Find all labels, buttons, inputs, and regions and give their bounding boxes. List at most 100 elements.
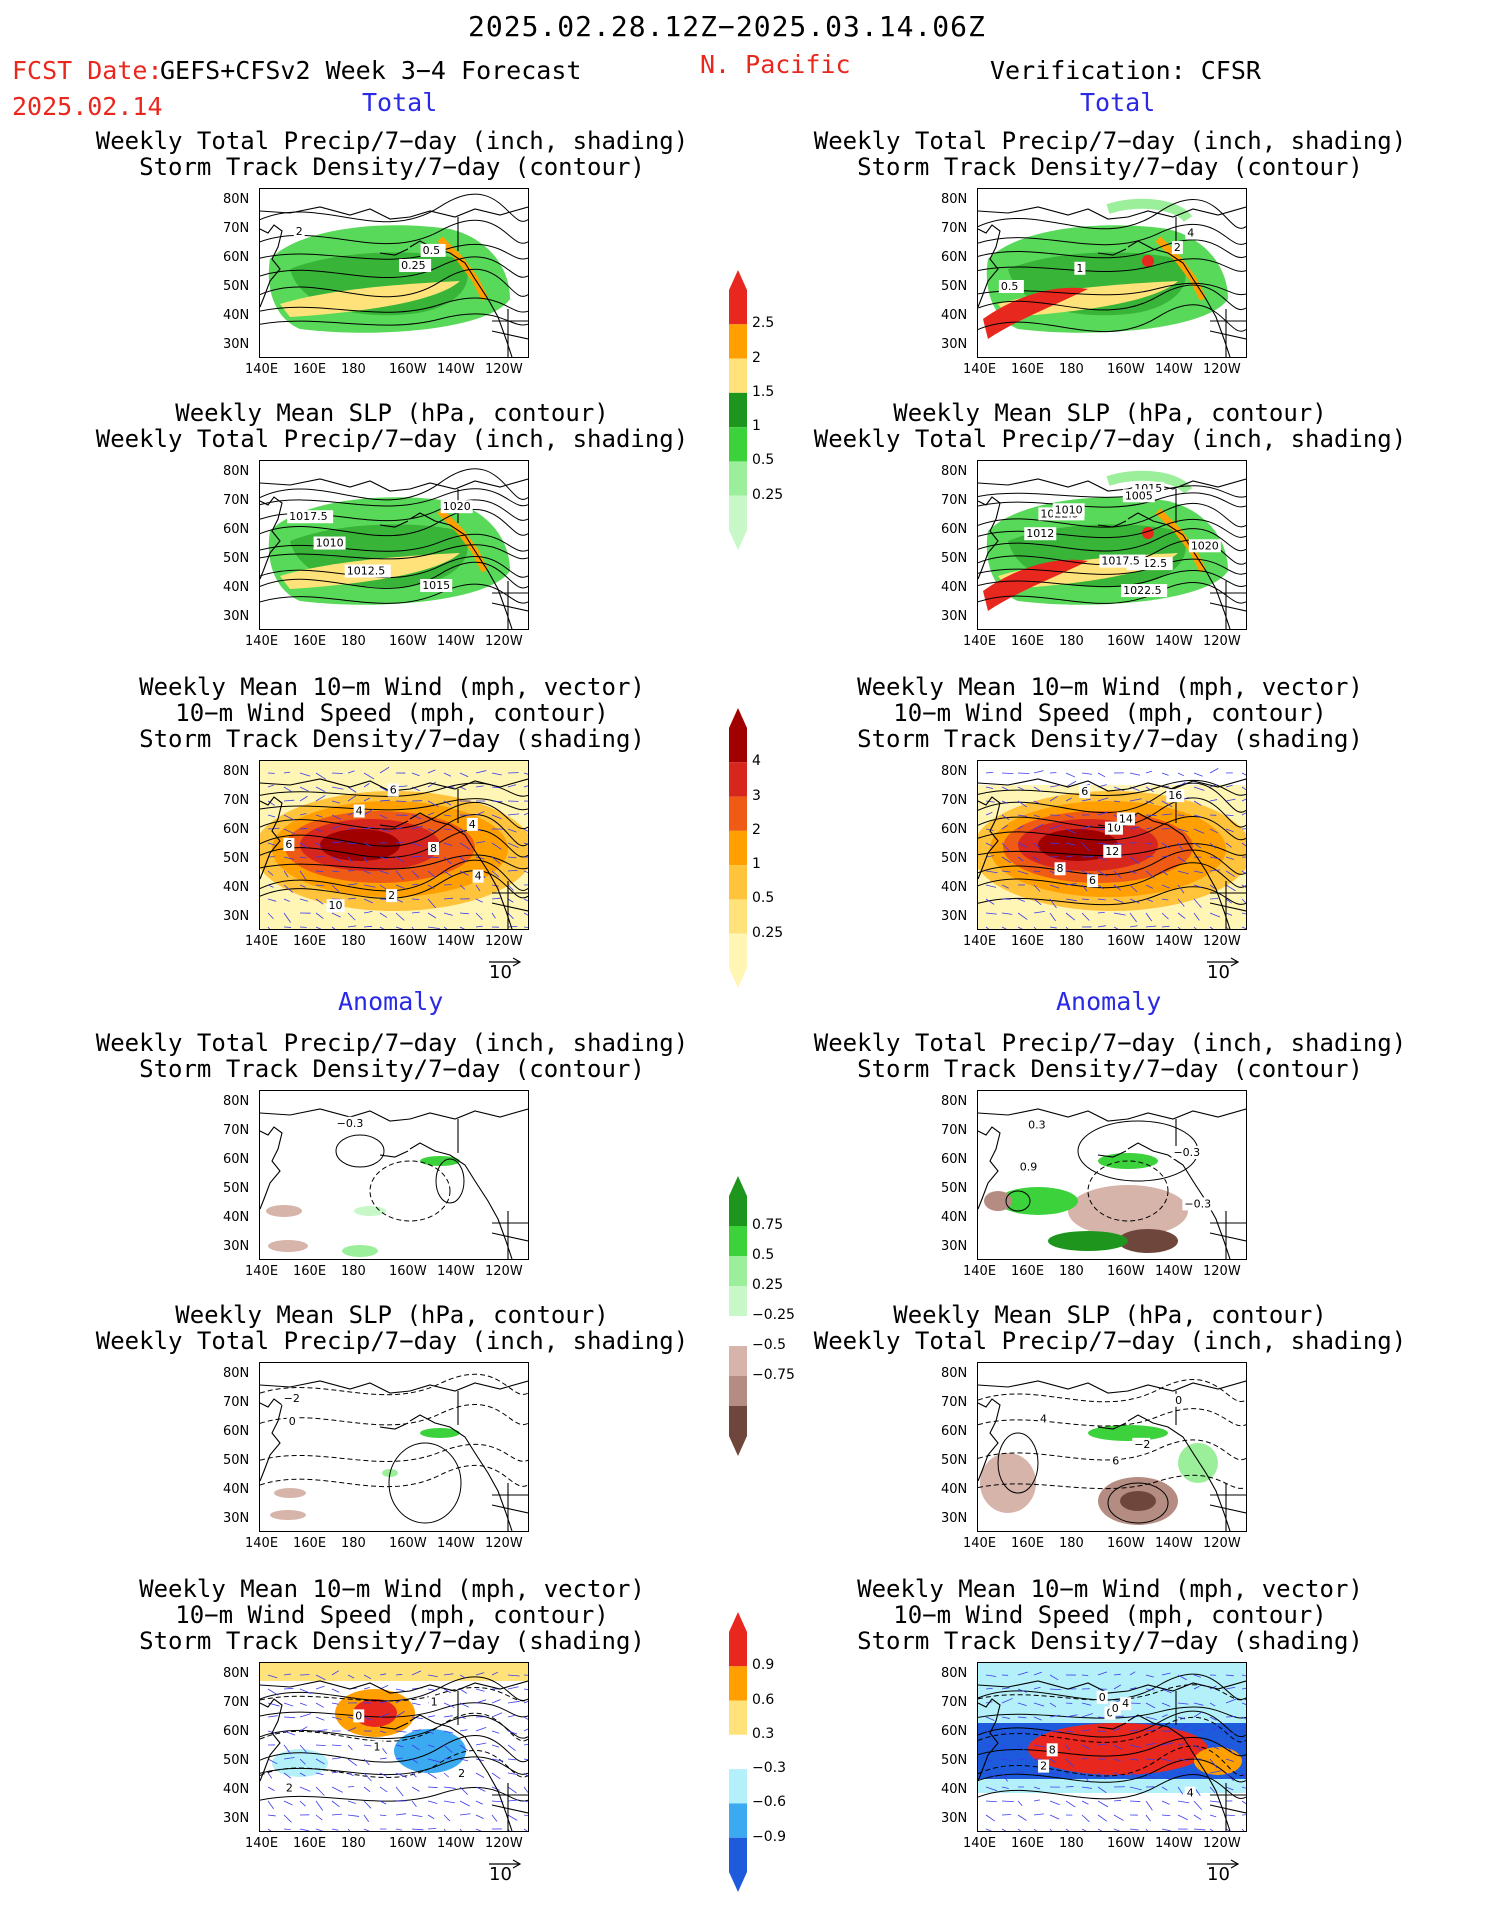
contour-label: −2 [284, 1392, 300, 1405]
lat-tick-label: 30N [941, 337, 968, 352]
lat-tick-label: 60N [223, 1724, 250, 1739]
lat-tick-label: 70N [941, 493, 968, 508]
lat-tick-label: 80N [223, 192, 250, 207]
panel-title: Weekly Total Precip/7−day (inch, shading… [82, 1030, 702, 1082]
contour-label: 1022.5 [1123, 584, 1162, 597]
map-panel-fcst-aprecip: −0.3 [259, 1090, 529, 1260]
panel-title: Weekly Mean SLP (hPa, contour) Weekly Tot… [800, 1302, 1420, 1354]
contour-cells [1087, 1160, 1169, 1222]
vector-reference-label: 10 [489, 962, 512, 983]
lon-tick-label: 180 [341, 1536, 366, 1551]
lon-tick-label: 160W [389, 1836, 427, 1851]
lon-tick-label: 140W [437, 362, 475, 377]
section-anomaly-right: Anomaly [1056, 987, 1162, 1016]
contour-label: 12 [1105, 845, 1119, 858]
lat-tick-label: 40N [223, 1782, 250, 1797]
contour-label: −0.3 [337, 1117, 364, 1130]
lon-tick-label: 120W [485, 1536, 523, 1551]
panel-title-line: Storm Track Density/7−day (contour) [139, 1055, 645, 1083]
panel-title-line: Weekly Total Precip/7−day (inch, shading… [813, 1029, 1407, 1057]
coastline [978, 206, 1246, 357]
contour-cells [997, 1432, 1169, 1524]
lat-tick-label: 80N [223, 464, 250, 479]
lat-tick-label: 80N [941, 764, 968, 779]
lon-tick-label: 140W [437, 1836, 475, 1851]
lat-tick-label: 60N [223, 250, 250, 265]
lon-tick-label: 140W [1155, 362, 1193, 377]
contour-labels: 4082400 [1038, 1690, 1196, 1800]
colorbar-tick-label: 0.9 [752, 1657, 775, 1674]
lon-tick-label: 180 [1059, 1264, 1084, 1279]
contour-label: 1012 [1026, 527, 1054, 540]
lat-tick-label: 60N [223, 1424, 250, 1439]
lon-tick-label: 120W [1203, 1836, 1241, 1851]
lat-tick-label: 50N [941, 551, 968, 566]
contour-lines [260, 1373, 528, 1488]
colorbar-segment [729, 1769, 747, 1804]
contour-label: 1020 [1191, 539, 1219, 552]
lon-tick-label: 160W [389, 634, 427, 649]
lat-tick-label: 60N [941, 522, 968, 537]
fcst-product-label: GEFS+CFSv2 Week 3−4 Forecast [160, 56, 582, 85]
contour-lines [978, 1379, 1246, 1490]
panel-title-line: Weekly Mean SLP (hPa, contour) [175, 399, 609, 427]
lat-tick-label: 30N [941, 909, 968, 924]
colorbar-bottom-arrow [729, 1872, 747, 1892]
precip-anomaly-shading [980, 1425, 1218, 1525]
lat-tick-label: 30N [223, 609, 250, 624]
contour-labels: 2 0.5 0.25 [293, 224, 446, 273]
contour-label: 8 [1049, 1743, 1056, 1756]
precip-anomaly-shading [266, 1156, 460, 1257]
lat-tick-label: 80N [223, 1366, 250, 1381]
contour-label: 2 [388, 889, 395, 902]
panel-title-line: Weekly Total Precip/7−day (inch, shading… [95, 425, 689, 453]
colorbar-tick-label: 0.25 [752, 924, 784, 941]
coastline [260, 778, 528, 929]
lon-tick-label: 160W [389, 1536, 427, 1551]
map-panel-obs-aslp: 0 4 −2 6 [977, 1362, 1247, 1532]
contour-label: 0 [1175, 1394, 1182, 1407]
contour-label: 6 [1112, 1454, 1119, 1467]
lat-tick-label: 30N [223, 1511, 250, 1526]
colorbar-tick-label: 0.25 [752, 1277, 784, 1293]
lon-tick-label: 160W [1107, 1536, 1145, 1551]
colorbar-tick-label: 1 [752, 418, 761, 435]
contour-label: 4 [475, 870, 482, 883]
contour-label: 1 [373, 1741, 380, 1754]
lon-tick-label: 160E [1011, 634, 1045, 649]
region-label: N. Pacific [700, 50, 851, 79]
map-panel-obs-awind: 4082400 [977, 1662, 1247, 1832]
lon-tick-label: 120W [485, 362, 523, 377]
contour-label: 14 [1119, 812, 1133, 825]
contour-label: 1020 [443, 500, 471, 513]
contour-labels: 1020 1017.5 1010 1012.5 1015 [287, 500, 473, 592]
colorbar-segment [729, 1632, 747, 1667]
colorbar-segment [729, 933, 747, 968]
lat-tick-label: 40N [941, 1482, 968, 1497]
verification-label: Verification: CFSR [990, 56, 1261, 85]
lon-tick-label: 140E [245, 1264, 279, 1279]
colorbar-storm_total [728, 708, 748, 992]
contour-label: 1017.5 [289, 510, 327, 523]
lat-tick-label: 50N [223, 851, 250, 866]
lon-tick-label: 140W [437, 634, 475, 649]
lon-tick-label: 140E [245, 634, 279, 649]
colorbar-segment [729, 830, 747, 866]
vector-reference-label: 10 [489, 1864, 512, 1885]
storm-shading [260, 761, 528, 929]
panel-title: Weekly Mean 10−m Wind (mph, vector) 10−m … [82, 674, 702, 752]
map-panel-fcst-aslp: −2 0 [259, 1362, 529, 1532]
panel-title: Weekly Mean SLP (hPa, contour) Weekly Tot… [82, 400, 702, 452]
colorbar-tick-label: −0.9 [752, 1828, 786, 1845]
lat-tick-label: 60N [223, 522, 250, 537]
contour-label: 4 [356, 805, 363, 818]
panel-title: Weekly Mean SLP (hPa, contour) Weekly Tot… [800, 400, 1420, 452]
colorbar-segment [729, 1316, 747, 1346]
lon-tick-label: 140W [437, 1536, 475, 1551]
lon-tick-label: 140W [437, 934, 475, 949]
panel-title-line: Weekly Total Precip/7−day (inch, shading… [95, 1029, 689, 1057]
lon-tick-label: 180 [341, 362, 366, 377]
lon-tick-label: 140W [1155, 1536, 1193, 1551]
contour-lines [260, 468, 528, 604]
